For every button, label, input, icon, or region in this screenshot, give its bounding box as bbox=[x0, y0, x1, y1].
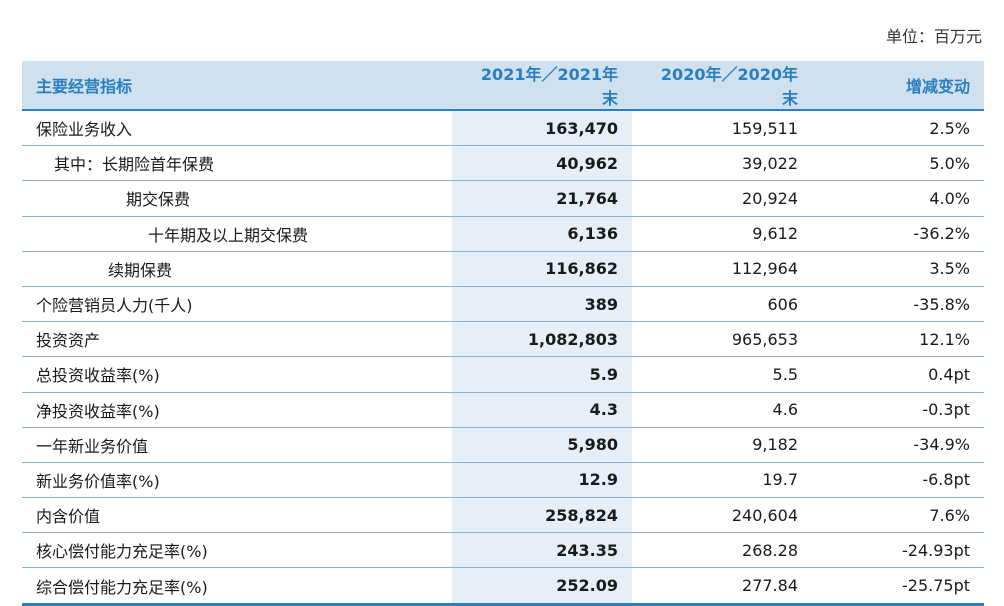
value-2021: 5.9 bbox=[452, 357, 632, 392]
row-label: 其中：长期险首年保费 bbox=[22, 146, 452, 181]
row-label: 续期保费 bbox=[22, 251, 452, 286]
table-row: 十年期及以上期交保费 6,136 9,612 -36.2% bbox=[22, 216, 984, 251]
unit-label: 单位：百万元 bbox=[886, 23, 982, 47]
value-2020: 9,612 bbox=[632, 216, 812, 251]
value-change: -25.75pt bbox=[812, 568, 984, 604]
value-2021: 252.09 bbox=[452, 568, 632, 604]
table-header-row: 主要经营指标 2021年／2021年末 2020年／2020年末 增减变动 bbox=[22, 61, 984, 110]
table-row: 续期保费 116,862 112,964 3.5% bbox=[22, 251, 984, 286]
value-2020: 4.6 bbox=[632, 392, 812, 427]
table-row: 核心偿付能力充足率(%) 243.35 268.28 -24.93pt bbox=[22, 533, 984, 568]
table-row: 其中：长期险首年保费 40,962 39,022 5.0% bbox=[22, 146, 984, 181]
value-2021: 1,082,803 bbox=[452, 322, 632, 357]
value-2021: 243.35 bbox=[452, 533, 632, 568]
table-row: 保险业务收入 163,470 159,511 2.5% bbox=[22, 110, 984, 146]
value-2020: 39,022 bbox=[632, 146, 812, 181]
value-2021: 116,862 bbox=[452, 251, 632, 286]
value-change: 5.0% bbox=[812, 146, 984, 181]
value-change: 4.0% bbox=[812, 181, 984, 216]
value-change: 2.5% bbox=[812, 110, 984, 146]
value-2021: 4.3 bbox=[452, 392, 632, 427]
header-2020: 2020年／2020年末 bbox=[632, 61, 812, 110]
table-row: 综合偿付能力充足率(%) 252.09 277.84 -25.75pt bbox=[22, 568, 984, 604]
value-2020: 19.7 bbox=[632, 462, 812, 497]
value-2021: 163,470 bbox=[452, 110, 632, 146]
row-label: 投资资产 bbox=[22, 322, 452, 357]
header-change: 增减变动 bbox=[812, 61, 984, 110]
value-change: 3.5% bbox=[812, 251, 984, 286]
value-change: 0.4pt bbox=[812, 357, 984, 392]
row-label: 新业务价值率(%) bbox=[22, 462, 452, 497]
value-change: -35.8% bbox=[812, 286, 984, 321]
value-2020: 606 bbox=[632, 286, 812, 321]
row-label: 内含价值 bbox=[22, 498, 452, 533]
table-row: 净投资收益率(%) 4.3 4.6 -0.3pt bbox=[22, 392, 984, 427]
value-2020: 268.28 bbox=[632, 533, 812, 568]
value-2021: 6,136 bbox=[452, 216, 632, 251]
row-label: 一年新业务价值 bbox=[22, 427, 452, 462]
value-2020: 240,604 bbox=[632, 498, 812, 533]
row-label: 净投资收益率(%) bbox=[22, 392, 452, 427]
value-2021: 5,980 bbox=[452, 427, 632, 462]
value-2020: 5.5 bbox=[632, 357, 812, 392]
value-2021: 389 bbox=[452, 286, 632, 321]
value-2021: 21,764 bbox=[452, 181, 632, 216]
key-indicators-table: 主要经营指标 2021年／2021年末 2020年／2020年末 增减变动 保险… bbox=[22, 61, 984, 606]
table-row: 个险营销员人力(千人) 389 606 -35.8% bbox=[22, 286, 984, 321]
row-label: 保险业务收入 bbox=[22, 110, 452, 146]
value-change: -6.8pt bbox=[812, 462, 984, 497]
value-change: -36.2% bbox=[812, 216, 984, 251]
table-row: 一年新业务价值 5,980 9,182 -34.9% bbox=[22, 427, 984, 462]
value-change: -34.9% bbox=[812, 427, 984, 462]
row-label: 综合偿付能力充足率(%) bbox=[22, 568, 452, 604]
value-change: 7.6% bbox=[812, 498, 984, 533]
value-2021: 40,962 bbox=[452, 146, 632, 181]
table-row: 内含价值 258,824 240,604 7.6% bbox=[22, 498, 984, 533]
header-indicator: 主要经营指标 bbox=[22, 61, 452, 110]
row-label: 十年期及以上期交保费 bbox=[22, 216, 452, 251]
row-label: 核心偿付能力充足率(%) bbox=[22, 533, 452, 568]
row-label: 期交保费 bbox=[22, 181, 452, 216]
row-label: 总投资收益率(%) bbox=[22, 357, 452, 392]
value-2020: 159,511 bbox=[632, 110, 812, 146]
value-change: -0.3pt bbox=[812, 392, 984, 427]
header-2021: 2021年／2021年末 bbox=[452, 61, 632, 110]
table-row: 投资资产 1,082,803 965,653 12.1% bbox=[22, 322, 984, 357]
table-row: 总投资收益率(%) 5.9 5.5 0.4pt bbox=[22, 357, 984, 392]
value-2021: 258,824 bbox=[452, 498, 632, 533]
value-2021: 12.9 bbox=[452, 462, 632, 497]
value-2020: 277.84 bbox=[632, 568, 812, 604]
value-change: 12.1% bbox=[812, 322, 984, 357]
table-row: 期交保费 21,764 20,924 4.0% bbox=[22, 181, 984, 216]
table-row: 新业务价值率(%) 12.9 19.7 -6.8pt bbox=[22, 462, 984, 497]
row-label: 个险营销员人力(千人) bbox=[22, 286, 452, 321]
value-2020: 20,924 bbox=[632, 181, 812, 216]
value-2020: 112,964 bbox=[632, 251, 812, 286]
value-2020: 965,653 bbox=[632, 322, 812, 357]
value-2020: 9,182 bbox=[632, 427, 812, 462]
value-change: -24.93pt bbox=[812, 533, 984, 568]
